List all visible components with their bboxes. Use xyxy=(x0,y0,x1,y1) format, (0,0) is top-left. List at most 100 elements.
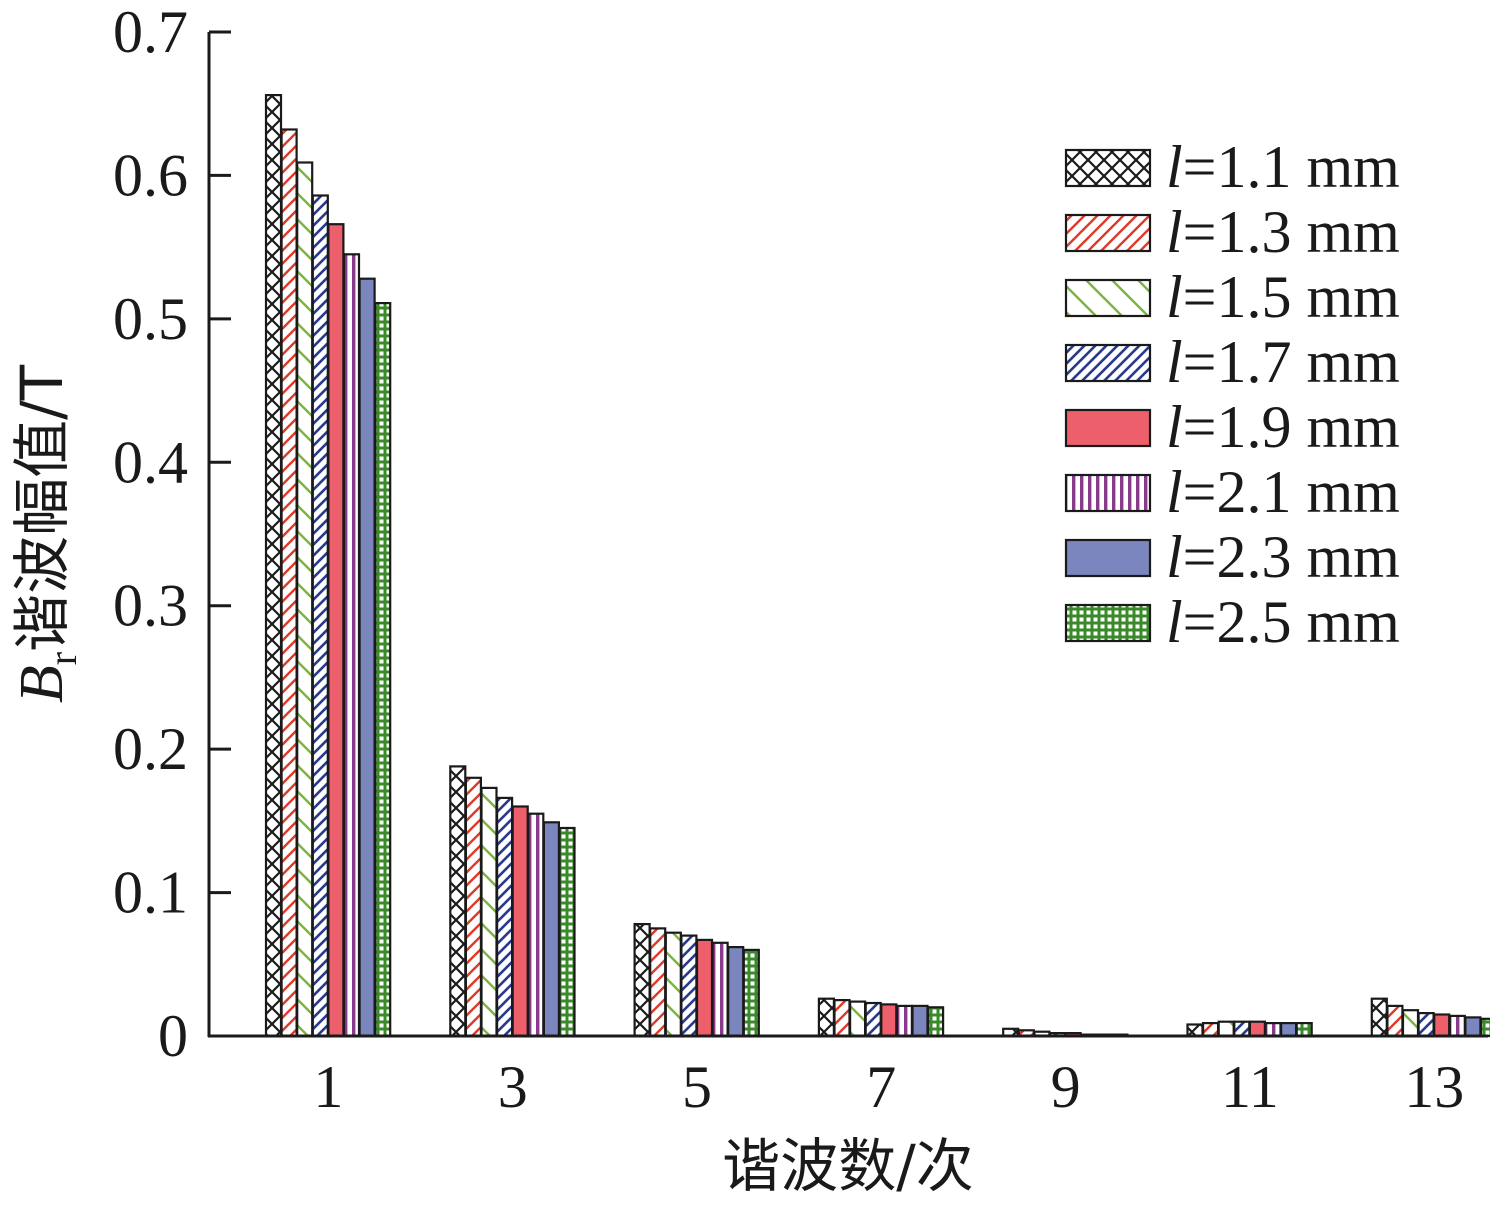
bar-h5-s7 xyxy=(727,945,745,1038)
bar-h13-s4 xyxy=(1417,1011,1435,1038)
y-tick-label: 0.5 xyxy=(113,286,188,352)
legend-swatch xyxy=(1064,603,1152,643)
bar-h7-s5 xyxy=(880,1003,898,1038)
legend-label-value: =1.3 mm xyxy=(1183,199,1400,265)
bar-h7-s3 xyxy=(848,1000,867,1038)
bar-h11-s6 xyxy=(1264,1021,1282,1038)
legend-label-value: =1.7 mm xyxy=(1183,329,1400,395)
y-tick-label: 0.2 xyxy=(113,716,188,782)
y-axis-title-subscript: r xyxy=(40,652,85,665)
bar-h5-s2 xyxy=(649,927,667,1038)
legend-swatch xyxy=(1064,408,1152,448)
bar-h7-s1 xyxy=(817,997,836,1038)
legend-swatch xyxy=(1064,148,1152,188)
bar-h5-s3 xyxy=(664,931,682,1038)
bar-h13-s6 xyxy=(1448,1014,1466,1038)
y-axis-title: Br谐波幅值/T xyxy=(8,364,85,703)
bar-h5-s6 xyxy=(711,941,729,1038)
bar-h7-s2 xyxy=(833,998,851,1038)
x-tick-label: 11 xyxy=(1221,1054,1279,1120)
y-tick-label: 0.7 xyxy=(113,0,188,65)
y-tick-label: 0.1 xyxy=(113,860,188,926)
legend-label-variable: l xyxy=(1166,459,1183,525)
legend-label: l=1.5 mm xyxy=(1166,264,1400,330)
bar-h3-s7 xyxy=(542,821,561,1038)
bar-h1-s3 xyxy=(296,161,314,1038)
legend-swatch xyxy=(1064,473,1152,513)
bar-h7-s8 xyxy=(926,1006,945,1038)
bar-h11-s8 xyxy=(1295,1021,1313,1038)
bar-h7-s4 xyxy=(864,1001,882,1038)
x-tick-label: 13 xyxy=(1404,1054,1464,1120)
x-tick-label: 1 xyxy=(313,1054,343,1120)
bar-h1-s7 xyxy=(358,277,376,1038)
bar-h1-s4 xyxy=(311,194,329,1038)
bar-h3-s6 xyxy=(527,812,545,1038)
bar-h13-s8 xyxy=(1479,1017,1490,1038)
legend-label-value: =1.5 mm xyxy=(1183,264,1400,330)
legend-label: l=1.1 mm xyxy=(1166,134,1400,200)
y-tick-label: 0.3 xyxy=(113,573,188,639)
x-axis-title: 谐波数/次 xyxy=(722,1132,974,1200)
legend-label-value: =1.9 mm xyxy=(1183,394,1400,460)
y-tick-label: 0.6 xyxy=(113,142,188,208)
legend-label: l=1.3 mm xyxy=(1166,199,1400,265)
bar-h7-s6 xyxy=(895,1004,914,1038)
legend-label-variable: l xyxy=(1166,199,1183,265)
legend-label: l=2.3 mm xyxy=(1166,524,1400,590)
bar-h11-s1 xyxy=(1186,1023,1204,1038)
bar-h3-s3 xyxy=(480,786,498,1038)
bar-h3-s1 xyxy=(449,765,467,1038)
legend-label: l=1.9 mm xyxy=(1166,394,1400,460)
legend-label: l=2.1 mm xyxy=(1166,459,1400,525)
legend-swatch xyxy=(1064,538,1152,578)
bar-h13-s1 xyxy=(1370,997,1388,1038)
y-tick-label: 0 xyxy=(158,1003,188,1069)
x-tick-label: 9 xyxy=(1051,1054,1081,1120)
y-axis-title-symbol: B xyxy=(8,665,76,703)
bar-h3-s5 xyxy=(511,805,529,1038)
bar-h11-s7 xyxy=(1279,1021,1298,1038)
bar-h13-s7 xyxy=(1464,1016,1482,1038)
legend-label-value: =1.1 mm xyxy=(1183,134,1400,200)
legend-swatch xyxy=(1064,213,1152,253)
y-axis-title-text: 谐波幅值/T xyxy=(8,364,76,652)
svg-text:Br谐波幅值/T: Br谐波幅值/T xyxy=(8,364,85,703)
bar-h1-s5 xyxy=(327,223,345,1038)
bar-h13-s5 xyxy=(1433,1013,1451,1038)
x-tick-label: 5 xyxy=(682,1054,712,1120)
bar-h13-s2 xyxy=(1386,1004,1404,1038)
legend-label-variable: l xyxy=(1166,589,1183,655)
bar-h11-s2 xyxy=(1201,1021,1220,1038)
legend-label-variable: l xyxy=(1166,394,1183,460)
bar-h5-s1 xyxy=(633,922,651,1038)
legend-label-variable: l xyxy=(1166,524,1183,590)
legend-label-variable: l xyxy=(1166,264,1183,330)
y-tick-label: 0.4 xyxy=(113,429,188,495)
x-tick-label: 3 xyxy=(498,1054,528,1120)
bar-h5-s5 xyxy=(695,938,714,1038)
bar-h11-s4 xyxy=(1233,1020,1251,1038)
bar-h11-s5 xyxy=(1248,1020,1267,1038)
x-tick-label: 7 xyxy=(866,1054,896,1120)
legend: l=1.1 mml=1.3 mml=1.5 mml=1.7 mml=1.9 mm… xyxy=(1064,134,1400,655)
legend-label-variable: l xyxy=(1166,134,1183,200)
legend-label-value: =2.1 mm xyxy=(1183,459,1400,525)
bar-h1-s1 xyxy=(264,93,283,1038)
bar-h1-s6 xyxy=(342,253,361,1038)
bar-h5-s8 xyxy=(742,948,760,1038)
x-axis-ticks: 1 3 5 7 9 11 13 xyxy=(313,1054,1464,1120)
y-axis-ticks: 0 0.1 0.2 0.3 0.4 0.5 0.6 0.7 xyxy=(113,0,231,1069)
legend-label-variable: l xyxy=(1166,329,1183,395)
bar-h1-s2 xyxy=(280,128,298,1038)
bar-h5-s4 xyxy=(680,934,698,1038)
bar-h1-s8 xyxy=(374,302,392,1038)
legend-label-value: =2.5 mm xyxy=(1183,589,1400,655)
legend-swatch xyxy=(1064,343,1152,383)
bar-h3-s2 xyxy=(464,776,482,1038)
bar-h3-s4 xyxy=(496,796,514,1038)
bar-h11-s3 xyxy=(1217,1020,1235,1038)
bar-h7-s7 xyxy=(911,1004,929,1038)
legend-label: l=1.7 mm xyxy=(1166,329,1400,395)
